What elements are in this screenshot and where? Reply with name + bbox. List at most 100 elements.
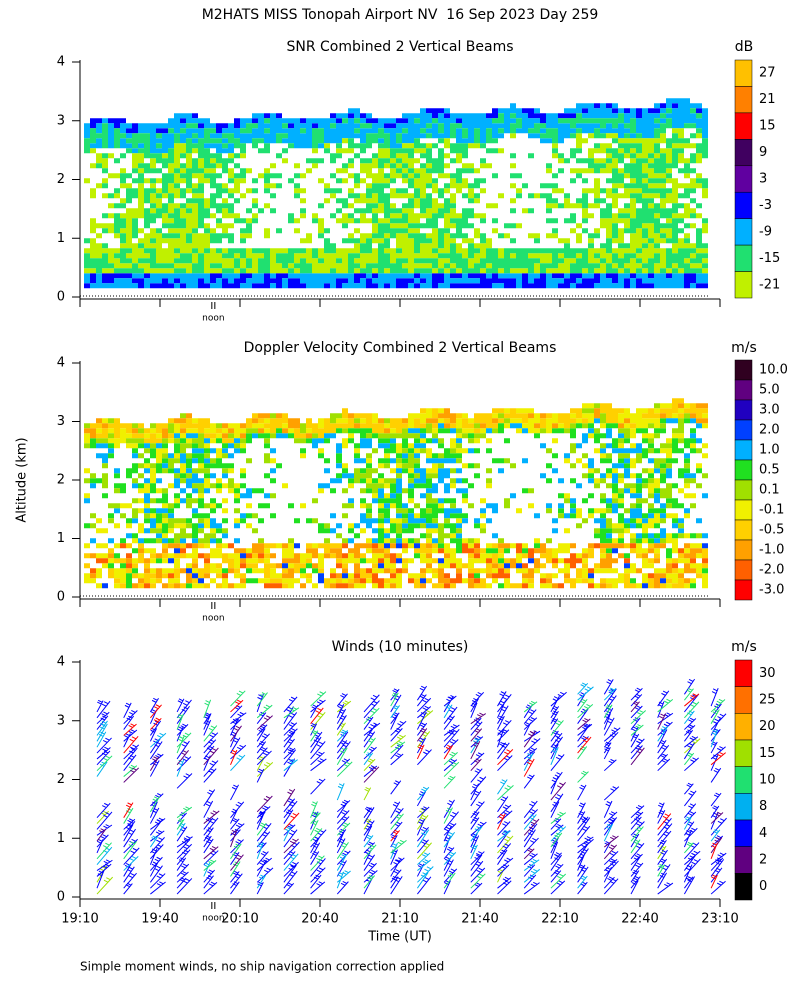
y-tick-label: 4 xyxy=(57,655,65,670)
colorbar-swatch xyxy=(734,86,753,114)
panel-title: Doppler Velocity Combined 2 Vertical Bea… xyxy=(244,340,557,356)
field-cells xyxy=(84,403,708,589)
colorbar-swatch xyxy=(734,439,753,461)
colorbar-swatch xyxy=(734,419,753,441)
colorbar-swatch xyxy=(734,112,753,140)
colorbar-label: 3 xyxy=(759,172,767,187)
colorbar-swatch xyxy=(734,479,753,501)
x-tick-label: 19:10 xyxy=(61,912,98,927)
colorbar-swatch xyxy=(734,659,753,687)
colorbar-swatch xyxy=(734,218,753,246)
colorbar-swatch xyxy=(734,244,753,272)
colorbar-swatch xyxy=(734,793,753,821)
colorbar-swatch xyxy=(734,846,753,874)
field-cells xyxy=(84,398,708,589)
colorbar-label: -3.0 xyxy=(759,583,784,598)
data-field xyxy=(96,678,727,895)
x-tick-label: 20:40 xyxy=(301,912,338,927)
x-tick-label: 21:10 xyxy=(381,912,418,927)
y-tick-label: 0 xyxy=(57,290,65,305)
y-tick-label: 1 xyxy=(57,831,65,846)
colorbar-label: 0.5 xyxy=(759,463,780,478)
wind-barbs xyxy=(96,678,727,895)
panel-title: Winds (10 minutes) xyxy=(332,639,469,655)
colorbar-label: 20 xyxy=(759,719,776,734)
wind-barbs xyxy=(96,700,724,871)
colorbar-label: 5.0 xyxy=(759,383,780,398)
colorbar-swatch xyxy=(734,766,753,794)
colorbar-label: 15 xyxy=(759,746,776,761)
wind-barbs xyxy=(96,700,701,895)
colorbar-label: 1.0 xyxy=(759,443,780,458)
colorbar-label: 21 xyxy=(759,92,776,107)
colorbar-swatch xyxy=(734,271,753,299)
x-tick-label: 19:40 xyxy=(141,912,178,927)
colorbar-swatch xyxy=(734,165,753,193)
colorbar-swatch xyxy=(734,59,753,87)
colorbar-label: 10 xyxy=(759,773,776,788)
colorbar-label: -0.5 xyxy=(759,523,784,538)
colorbar-swatch xyxy=(734,873,753,901)
y-axis-label: Altitude (km) xyxy=(15,437,30,522)
colorbar-label: 0 xyxy=(759,879,767,894)
colorbar-label: -9 xyxy=(759,224,772,239)
colorbar-label: -1.0 xyxy=(759,543,784,558)
y-tick-label: 4 xyxy=(57,356,65,371)
colorbar-swatch xyxy=(734,539,753,561)
colorbar-swatch xyxy=(734,686,753,714)
data-field xyxy=(84,398,708,589)
y-tick-label: 0 xyxy=(57,590,65,605)
colorbar-swatch xyxy=(734,191,753,219)
colorbar-swatch xyxy=(734,559,753,581)
colorbar-label: -3 xyxy=(759,198,772,213)
colorbar-unit: m/s xyxy=(731,340,757,356)
y-tick-label: 1 xyxy=(57,531,65,546)
y-tick-label: 2 xyxy=(57,172,65,187)
colorbar-label: 9 xyxy=(759,145,767,160)
colorbar-label: 15 xyxy=(759,119,776,134)
colorbar-label: 10.0 xyxy=(759,363,788,378)
noon-label: noon xyxy=(202,614,224,624)
colorbar-unit: m/s xyxy=(731,639,757,655)
noon-label: noon xyxy=(202,314,224,324)
colorbar-label: -0.1 xyxy=(759,503,784,518)
y-tick-label: 2 xyxy=(57,772,65,787)
colorbar-swatch xyxy=(734,819,753,847)
field-cells xyxy=(102,543,708,589)
colorbar-label: 3.0 xyxy=(759,403,780,418)
colorbar-swatch xyxy=(734,519,753,541)
x-tick-label: 22:10 xyxy=(541,912,578,927)
field-cells xyxy=(84,108,708,274)
colorbar-label: 0.1 xyxy=(759,483,780,498)
x-tick-label: 22:40 xyxy=(621,912,658,927)
colorbar-label: 27 xyxy=(759,66,776,81)
figure-title: M2HATS MISS Tonopah Airport NV 16 Sep 20… xyxy=(202,7,599,23)
colorbar-label: -2.0 xyxy=(759,563,784,578)
colorbar-label: 8 xyxy=(759,799,767,814)
y-tick-label: 1 xyxy=(57,231,65,246)
colorbar-label: 25 xyxy=(759,693,776,708)
field-cells xyxy=(84,128,708,274)
y-tick-label: 4 xyxy=(57,55,65,70)
x-tick-label: 20:10 xyxy=(221,912,258,927)
wind-barbs xyxy=(96,687,726,889)
colorbar-swatch xyxy=(734,379,753,401)
x-tick-label: 21:40 xyxy=(461,912,498,927)
field-cells xyxy=(84,403,708,589)
colorbar-swatch xyxy=(734,359,753,381)
y-tick-label: 3 xyxy=(57,713,65,728)
y-tick-label: 3 xyxy=(57,113,65,128)
wind-barbs xyxy=(96,682,721,889)
colorbar-swatch xyxy=(734,499,753,521)
noon-label: noon xyxy=(202,914,224,924)
colorbar-label: 2.0 xyxy=(759,423,780,438)
y-tick-label: 3 xyxy=(57,414,65,429)
colorbar-swatch xyxy=(734,459,753,481)
colorbar-swatch xyxy=(734,399,753,421)
colorbar-label: 30 xyxy=(759,666,776,681)
colorbar-unit: dB xyxy=(735,39,754,55)
colorbar-label: -15 xyxy=(759,251,780,266)
colorbar-swatch xyxy=(734,739,753,767)
